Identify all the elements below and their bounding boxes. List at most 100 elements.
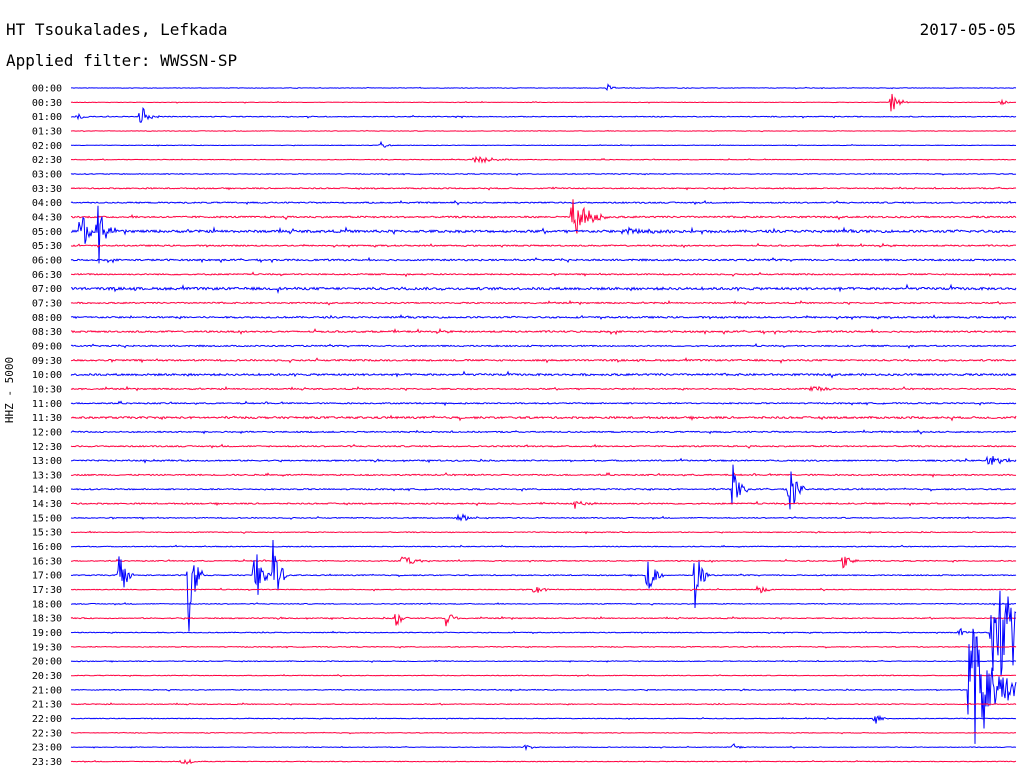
trace-row-0300: [70, 172, 1017, 176]
row-time-label: 17:30: [32, 585, 62, 596]
row-time-label: 06:30: [32, 270, 62, 281]
row-time-label: 13:30: [32, 470, 62, 481]
trace-row-1300: [70, 455, 1017, 465]
trace-row-0200: [70, 140, 1017, 148]
row-time-label: 20:30: [32, 671, 62, 682]
trace-row-1200: [70, 429, 1017, 435]
row-time-label: 04:30: [32, 212, 62, 223]
trace-row-1530: [70, 530, 1017, 535]
row-time-label: 00:30: [32, 98, 62, 109]
row-time-label: 10:00: [32, 370, 62, 381]
trace-row-1730: [71, 585, 1017, 594]
row-time-label: 12:30: [32, 442, 62, 453]
trace-row-1000: [70, 370, 1017, 379]
row-time-label: 12:00: [32, 427, 62, 438]
row-time-label: 08:00: [32, 313, 62, 324]
row-time-label: 21:30: [32, 700, 62, 711]
trace-row-2230: [70, 731, 1017, 735]
trace-row-0600: [70, 256, 1017, 264]
trace-row-1230: [70, 443, 1017, 449]
trace-row-1130: [70, 414, 1017, 422]
row-time-label: 07:30: [32, 298, 62, 309]
row-time-label: 03:00: [32, 169, 62, 180]
trace-row-1600: [71, 544, 1017, 548]
trace-row-2030: [70, 674, 1017, 678]
trace-row-1830: [70, 613, 1017, 627]
trace-row-0530: [70, 242, 1017, 249]
record-date: 2017-05-05: [919, 20, 1016, 39]
trace-row-1930: [70, 645, 1017, 649]
row-time-label: 21:00: [32, 685, 62, 696]
row-time-label: 10:30: [32, 384, 62, 395]
row-time-label: 02:00: [32, 141, 62, 152]
row-time-label: 08:30: [32, 327, 62, 338]
row-time-label: 00:00: [32, 84, 62, 95]
row-time-label: 19:30: [32, 642, 62, 653]
trace-row-0330: [70, 186, 1017, 191]
trace-row-0400: [70, 199, 1017, 206]
row-time-label: 23:00: [32, 743, 62, 754]
row-time-label: 17:00: [32, 571, 62, 582]
row-time-label: 23:30: [32, 757, 62, 768]
trace-row-1030: [70, 385, 1016, 393]
row-time-label: 16:00: [32, 542, 62, 553]
trace-row-0500: [71, 205, 1017, 264]
trace-row-0130: [70, 129, 1017, 133]
trace-row-1900: [70, 590, 1017, 677]
trace-row-2300: [70, 743, 1017, 752]
row-time-label: 19:00: [32, 628, 62, 639]
row-time-label: 18:00: [32, 599, 62, 610]
row-time-label: 06:00: [32, 255, 62, 266]
row-time-label: 14:30: [32, 499, 62, 510]
row-time-label: 22:30: [32, 728, 62, 739]
row-time-label: 09:00: [32, 341, 62, 352]
filter-label: Applied filter: WWSSN-SP: [6, 51, 238, 70]
trace-row-1800: [70, 602, 1016, 606]
row-time-label: 07:00: [32, 284, 62, 295]
trace-row-0730: [70, 299, 1017, 306]
row-time-label: 11:30: [32, 413, 62, 424]
trace-row-0800: [70, 314, 1017, 321]
trace-row-2200: [70, 714, 1017, 724]
trace-row-1330: [70, 472, 1017, 478]
trace-row-0430: [70, 199, 1017, 234]
trace-row-2330: [70, 758, 1017, 765]
trace-row-0000: [71, 83, 1017, 92]
trace-row-1400: [70, 464, 1016, 510]
row-time-label: 05:00: [32, 227, 62, 238]
trace-row-2100: [70, 628, 1017, 744]
row-time-label: 14:00: [32, 485, 62, 496]
row-time-label: 01:30: [32, 126, 62, 137]
trace-row-2000: [70, 659, 1017, 664]
row-time-label: 04:00: [32, 198, 62, 209]
trace-row-0630: [70, 271, 1017, 278]
trace-row-1500: [70, 513, 1017, 522]
trace-row-0230: [70, 155, 1017, 164]
row-time-label: 13:00: [32, 456, 62, 467]
row-time-label: 22:00: [32, 714, 62, 725]
trace-row-0700: [71, 283, 1017, 295]
row-time-label: 15:30: [32, 528, 62, 539]
row-time-label: 15:00: [32, 513, 62, 524]
row-time-label: 01:00: [32, 112, 62, 123]
row-time-label: 20:00: [32, 657, 62, 668]
trace-row-0830: [70, 327, 1016, 336]
row-time-label: 16:30: [32, 556, 62, 567]
row-time-label: 03:30: [32, 184, 62, 195]
row-time-label: 05:30: [32, 241, 62, 252]
trace-row-2130: [70, 702, 1017, 706]
trace-row-1630: [71, 556, 1017, 569]
row-time-label: 09:30: [32, 356, 62, 367]
trace-row-0930: [70, 357, 1017, 364]
trace-row-0900: [70, 343, 1017, 349]
trace-row-0100: [70, 107, 1017, 123]
row-time-label: 11:00: [32, 399, 62, 410]
trace-row-1700: [70, 539, 1017, 632]
trace-row-0030: [70, 93, 1017, 112]
station-title: HT Tsoukalades, Lefkada: [6, 20, 228, 39]
row-time-label: 02:30: [32, 155, 62, 166]
row-time-label: 18:30: [32, 614, 62, 625]
trace-row-1430: [71, 500, 1017, 509]
trace-row-1100: [70, 400, 1017, 407]
